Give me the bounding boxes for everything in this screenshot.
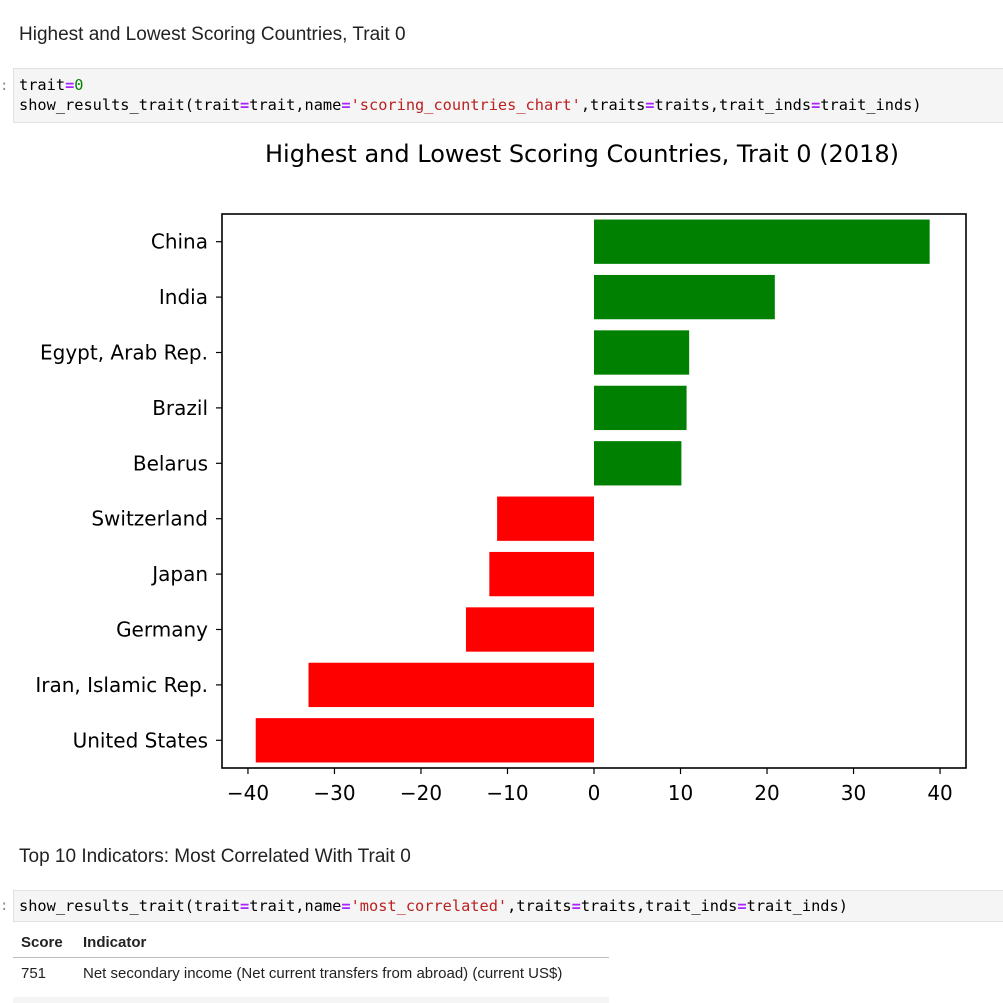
bar bbox=[594, 441, 682, 486]
code-token: = bbox=[65, 76, 75, 94]
code-token: trait,name bbox=[249, 96, 342, 114]
code-token: 'most_correlated' bbox=[350, 897, 508, 915]
chart-title: Highest and Lowest Scoring Countries, Tr… bbox=[265, 140, 899, 168]
y-tick-label: United States bbox=[73, 728, 208, 752]
code-token: = bbox=[240, 96, 250, 114]
x-tick-label: −10 bbox=[486, 781, 528, 805]
x-tick-label: 10 bbox=[668, 781, 693, 805]
code-token: = bbox=[341, 897, 351, 915]
indicator-cell: Net secondary income (Net current transf… bbox=[75, 957, 609, 989]
x-tick-label: −20 bbox=[400, 781, 442, 805]
code-token: traits,trait_inds bbox=[654, 96, 812, 114]
y-tick-label: Iran, Islamic Rep. bbox=[35, 673, 208, 697]
code-cell-most-correlated[interactable]: show_results_trait(trait=trait,name='mos… bbox=[13, 890, 1003, 922]
code-token: = bbox=[811, 96, 821, 114]
y-tick-label: China bbox=[151, 230, 208, 254]
scoring-countries-chart: Highest and Lowest Scoring Countries, Tr… bbox=[35, 140, 967, 805]
cell-prompt-marker: : bbox=[0, 78, 9, 94]
code-token: trait_inds) bbox=[820, 96, 922, 114]
bar bbox=[594, 274, 775, 320]
bar bbox=[594, 385, 687, 431]
bar bbox=[594, 219, 930, 264]
x-tick-label: 30 bbox=[841, 781, 866, 805]
bar bbox=[594, 330, 690, 375]
y-tick-label: Japan bbox=[150, 562, 208, 586]
bar bbox=[497, 496, 594, 541]
y-tick-label: Brazil bbox=[152, 396, 208, 420]
bar bbox=[255, 718, 594, 763]
column-header-indicator: Indicator bbox=[75, 928, 609, 958]
cell-prompt-marker: : bbox=[0, 898, 9, 914]
y-tick-label: India bbox=[159, 285, 208, 309]
y-tick-label: Switzerland bbox=[91, 507, 208, 531]
table-row: 751 Net secondary income (Net current tr… bbox=[13, 957, 609, 989]
x-tick-label: −40 bbox=[227, 781, 269, 805]
code-token: trait_inds) bbox=[746, 897, 848, 915]
most-correlated-table: Score Indicator 751 Net secondary income… bbox=[13, 928, 609, 989]
y-tick-label: Germany bbox=[116, 618, 208, 642]
code-token: = bbox=[571, 897, 581, 915]
bar bbox=[465, 607, 594, 652]
score-cell: 751 bbox=[13, 957, 75, 989]
section-heading-scoring-countries: Highest and Lowest Scoring Countries, Tr… bbox=[19, 24, 406, 45]
code-token: = bbox=[737, 897, 747, 915]
table-next-row-stripe bbox=[13, 997, 609, 1003]
code-token: show_results_trait(trait bbox=[19, 96, 241, 114]
code-cell-scoring-chart[interactable]: trait=0 show_results_trait(trait=trait,n… bbox=[13, 68, 1003, 123]
x-tick-label: −30 bbox=[313, 781, 355, 805]
code-token: trait bbox=[19, 76, 66, 94]
code-token: = bbox=[341, 96, 351, 114]
code-token: ,traits bbox=[580, 96, 646, 114]
bar bbox=[308, 662, 594, 708]
code-token: show_results_trait(trait bbox=[19, 897, 241, 915]
column-header-score: Score bbox=[13, 928, 75, 958]
code-token: ,traits bbox=[507, 897, 572, 915]
table-header-row: Score Indicator bbox=[13, 928, 609, 958]
section-heading-most-correlated: Top 10 Indicators: Most Correlated With … bbox=[19, 846, 411, 867]
code-token: 'scoring_countries_chart' bbox=[350, 96, 581, 114]
y-tick-label: Belarus bbox=[133, 451, 208, 475]
x-tick-label: 0 bbox=[588, 781, 601, 805]
bar bbox=[489, 551, 594, 597]
code-token: trait,name bbox=[249, 897, 342, 915]
x-tick-label: 40 bbox=[927, 781, 952, 805]
code-token: = bbox=[240, 897, 250, 915]
y-tick-label: Egypt, Arab Rep. bbox=[40, 341, 208, 365]
code-token: = bbox=[645, 96, 655, 114]
x-tick-label: 20 bbox=[754, 781, 779, 805]
code-token: 0 bbox=[74, 76, 84, 94]
code-token: traits,trait_inds bbox=[580, 897, 738, 915]
